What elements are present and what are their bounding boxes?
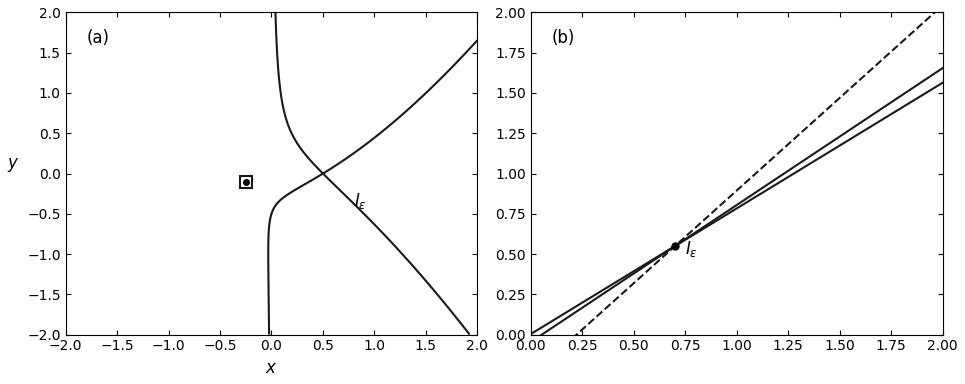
X-axis label: $x$: $x$: [265, 359, 278, 377]
Text: $I_{\varepsilon}$: $I_{\varepsilon}$: [685, 239, 698, 259]
Text: $I_{\varepsilon}$: $I_{\varepsilon}$: [354, 191, 367, 211]
Y-axis label: $y$: $y$: [7, 156, 19, 174]
Text: (a): (a): [86, 28, 109, 46]
Text: (b): (b): [551, 28, 575, 46]
